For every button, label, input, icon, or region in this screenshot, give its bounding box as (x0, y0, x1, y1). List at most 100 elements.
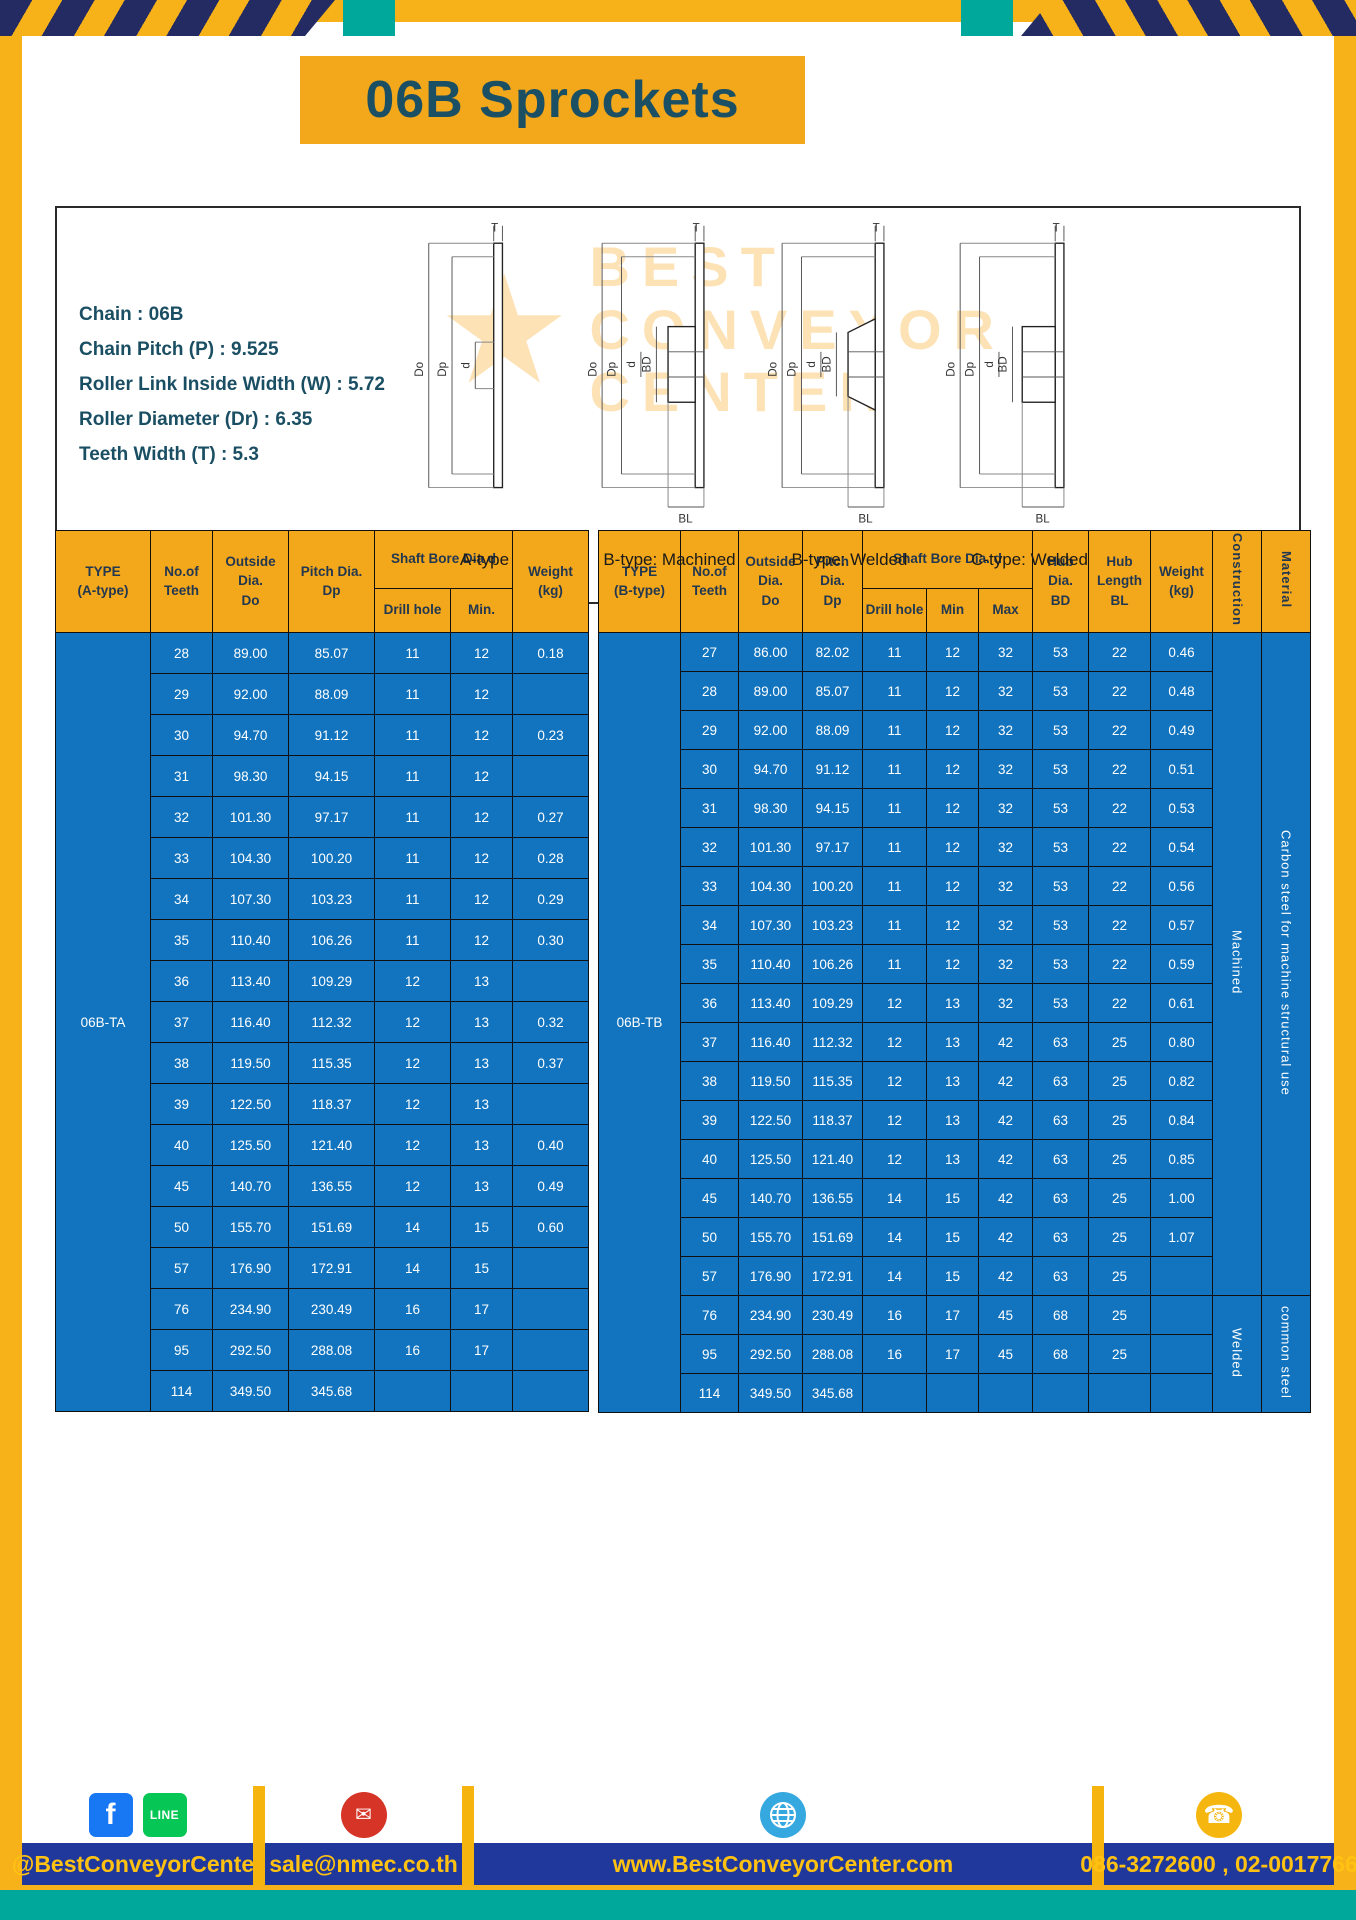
table-cell: 53 (1032, 710, 1090, 750)
dim-label-d: d (459, 362, 472, 368)
table-b-wrapper: TYPE (B-type) No.of Teeth Outside Dia. Do Pi… (598, 530, 1312, 1413)
table-cell: 0.84 (1150, 1100, 1214, 1140)
table-cell: 349.50 (212, 1370, 289, 1412)
diagram-b-type-machined: T Do Dp d BD BL (586, 222, 705, 525)
dim-label-d: d (625, 361, 638, 367)
table-cell: 0.49 (512, 1165, 590, 1207)
table-cell: 31 (150, 755, 213, 797)
table-cell: 119.50 (738, 1061, 803, 1101)
table-cell: 13 (449, 1042, 514, 1084)
table-cell: 0.32 (512, 1001, 590, 1043)
table-row: 114 349.50 345.68 (56, 1370, 590, 1412)
table-cell: 12 (926, 905, 979, 945)
dim-label-bl: BL (1035, 512, 1050, 525)
table-cell: 11 (374, 796, 451, 838)
dim-label-t: T (693, 222, 700, 235)
table-cell: 30 (150, 714, 213, 756)
table-cell: 92.00 (738, 710, 803, 750)
table-cell: 0.61 (1150, 983, 1214, 1023)
table-row: 38 119.50 115.35 12 13 42 63 25 0.82 (599, 1061, 1311, 1101)
table-cell: 32 (977, 788, 1034, 828)
table-cell (862, 1373, 927, 1413)
col-header-shaft-bore: Shaft Bore Dia d (373, 530, 514, 589)
table-cell: 151.69 (288, 1206, 375, 1248)
table-cell: 1.00 (1150, 1178, 1214, 1218)
table-cell (512, 1329, 590, 1371)
table-cell: 0.23 (512, 714, 590, 756)
table-cell (1150, 1373, 1214, 1413)
table-cell: 76 (680, 1295, 739, 1335)
table-cell: 32 (977, 983, 1034, 1023)
col-header-min: Min (926, 588, 979, 633)
table-cell: 12 (926, 749, 979, 789)
table-row: 37 116.40 112.32 12 13 42 63 25 0.80 (599, 1022, 1311, 1062)
table-cell: 125.50 (212, 1124, 289, 1166)
footer-divider (253, 1786, 265, 1885)
table-cell: 27 (680, 632, 739, 672)
table-row: 34 107.30 103.23 11 12 32 53 22 0.57 (599, 905, 1311, 945)
table-cell: 94.70 (212, 714, 289, 756)
table-cell: 30 (680, 749, 739, 789)
table-cell: 35 (680, 944, 739, 984)
dim-label-bd: BD (997, 356, 1010, 372)
table-cell (512, 1288, 590, 1330)
table-cell: 125.50 (738, 1139, 803, 1179)
table-row: 28 89.00 85.07 11 12 32 53 22 0.48 (599, 671, 1311, 711)
table-cell: 1.07 (1150, 1217, 1214, 1257)
table-cell: 85.07 (802, 671, 863, 711)
table-cell: 12 (449, 632, 514, 674)
table-row: 45 140.70 136.55 14 15 42 63 25 1.00 (599, 1178, 1311, 1218)
table-cell: 40 (680, 1139, 739, 1179)
table-row: 06B-TB 27 86.00 82.02 11 12 32 53 22 0.46 Machined… (598, 632, 1312, 1413)
table-cell: 32 (150, 796, 213, 838)
table-cell: 53 (1032, 671, 1090, 711)
table-cell: 53 (1032, 905, 1090, 945)
spec-list: Chain : 06B Chain Pitch (P) : 9.525 Roll… (79, 304, 385, 479)
table-cell: 42 (977, 1256, 1034, 1296)
table-cell: 22 (1088, 905, 1152, 945)
table-cell: 22 (1088, 749, 1152, 789)
table-cell: 22 (1088, 983, 1152, 1023)
table-cell: 45 (680, 1178, 739, 1218)
table-cell: 97.17 (288, 796, 375, 838)
table-cell: 37 (150, 1001, 213, 1043)
line-icon: LINE (142, 1792, 187, 1837)
table-row: 32 101.30 97.17 11 12 0.27 (56, 796, 590, 838)
table-row: 39 122.50 118.37 12 13 (56, 1083, 590, 1125)
table-cell: 29 (680, 710, 739, 750)
footer-phone-section: ☎ 086-3272600 , 02-0017766 (1080, 1786, 1356, 1885)
globe-icon (760, 1791, 806, 1838)
table-row: 29 92.00 88.09 11 12 32 53 22 0.49 (599, 710, 1311, 750)
table-cell: 11 (374, 755, 451, 797)
table-cell: 98.30 (738, 788, 803, 828)
dim-label-dp: Dp (964, 362, 977, 377)
table-cell: 11 (374, 919, 451, 961)
table-row: 76 234.90 230.49 16 17 45 68 25 Welded common ste… (599, 1295, 1312, 1413)
table-row: 33 104.30 100.20 11 12 32 53 22 0.56 (599, 866, 1311, 906)
table-cell: 45 (977, 1295, 1034, 1335)
table-cell: 16 (374, 1288, 451, 1330)
title-banner: 06B Sprockets (300, 56, 805, 144)
table-cell: 22 (1088, 710, 1152, 750)
table-cell: 155.70 (212, 1206, 289, 1248)
table-cell (1032, 1373, 1090, 1413)
table-cell: 12 (374, 1001, 451, 1043)
dim-label-t: T (491, 222, 498, 235)
table-cell: 0.57 (1150, 905, 1214, 945)
table-cell: 12 (862, 1061, 927, 1101)
table-cell: 11 (862, 710, 927, 750)
col-header-max: Max (977, 588, 1034, 633)
table-cell: 288.08 (802, 1334, 863, 1374)
table-cell: 32 (977, 866, 1034, 906)
table-cell: 11 (862, 827, 927, 867)
table-cell: 97.17 (802, 827, 863, 867)
construction-cell: Machined (1212, 632, 1263, 1296)
table-cell: 110.40 (738, 944, 803, 984)
table-cell: 121.40 (802, 1139, 863, 1179)
table-row: 36 113.40 109.29 12 13 (56, 960, 590, 1002)
table-cell: 121.40 (288, 1124, 375, 1166)
table-row: 95 292.50 288.08 16 17 45 68 25 (599, 1334, 1311, 1374)
table-cell: 104.30 (212, 837, 289, 879)
table-cell: 107.30 (212, 878, 289, 920)
table-cell: 12 (374, 1124, 451, 1166)
